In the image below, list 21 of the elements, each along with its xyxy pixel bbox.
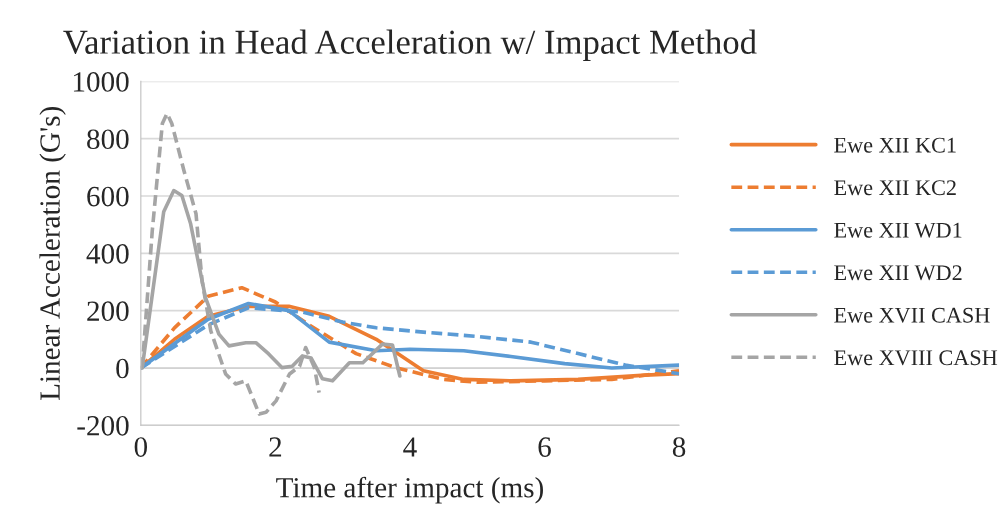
x-tick-label: 8 — [672, 437, 686, 457]
x-axis-title: Time after impact (ms) — [276, 476, 543, 504]
y-tick-label: 0 — [116, 358, 129, 379]
legend-label: Ewe XII WD1 — [834, 222, 962, 238]
y-tick-label: 200 — [87, 301, 129, 322]
x-tick-label: 4 — [403, 437, 417, 457]
legend-label: Ewe XVII CASH — [834, 307, 990, 323]
y-tick-label: -200 — [77, 415, 129, 436]
y-tick-label: 400 — [86, 244, 129, 264]
legend-label: Ewe XII KC2 — [834, 180, 956, 196]
chart-title: Variation in Head Acceleration w/ Impact Method — [63, 29, 757, 61]
y-axis-title: Linear Acceleration (G's) — [39, 107, 66, 401]
y-tick-label: 600 — [87, 186, 129, 207]
legend-label: Ewe XII WD2 — [834, 265, 962, 281]
legend-label: Ewe XVIII CASH — [834, 350, 998, 366]
x-tick-label: 0 — [134, 437, 148, 457]
legend-label: Ewe XII KC1 — [834, 137, 956, 153]
y-tick-label: 1000 — [73, 72, 129, 92]
x-tick-label: 2 — [269, 437, 282, 457]
y-tick-label: 800 — [87, 129, 129, 150]
x-tick-label: 6 — [538, 437, 551, 457]
